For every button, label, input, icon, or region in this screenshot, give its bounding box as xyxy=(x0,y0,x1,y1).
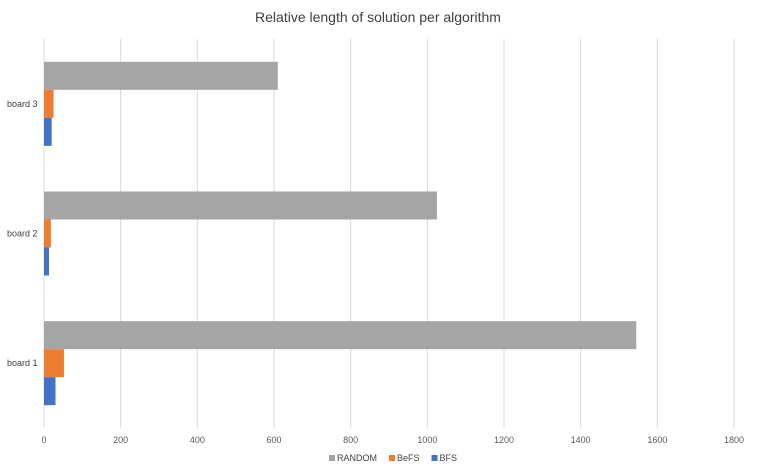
x-tick-label: 400 xyxy=(190,435,205,445)
bar-befs-board-2 xyxy=(44,219,51,248)
x-tick-label: 1000 xyxy=(417,435,437,445)
legend-swatch-bfs xyxy=(431,455,438,461)
bar-befs-board-1 xyxy=(44,349,64,378)
bar-befs-board-3 xyxy=(44,89,54,118)
x-tick-label: 600 xyxy=(266,435,281,445)
x-tick-label: 200 xyxy=(113,435,128,445)
bar-random-board-1 xyxy=(44,321,637,350)
legend-label-befs: BeFS xyxy=(397,453,420,463)
category-labels: board 3 board 2 board 1 xyxy=(7,99,38,368)
x-tick-label: 1200 xyxy=(494,435,514,445)
category-label: board 2 xyxy=(7,229,38,239)
chart-title: Relative length of solution per algorith… xyxy=(255,9,501,25)
bar-bfs-board-3 xyxy=(44,117,52,146)
x-tick-label: 1400 xyxy=(571,435,591,445)
legend-label-random: RANDOM xyxy=(337,453,377,463)
x-tick-label: 0 xyxy=(41,435,46,445)
bar-random-board-2 xyxy=(44,191,437,220)
bar-bfs-board-2 xyxy=(44,247,49,276)
bar-bfs-board-1 xyxy=(44,377,56,406)
bars xyxy=(44,61,637,406)
legend: RANDOM BeFS BFS xyxy=(329,453,457,463)
bar-random-board-3 xyxy=(44,61,278,90)
x-tick-labels: 0 200 400 600 800 1000 1200 1400 1600 1800 xyxy=(41,435,744,445)
legend-swatch-random xyxy=(329,455,335,461)
legend-label-bfs: BFS xyxy=(440,453,458,463)
legend-swatch-befs xyxy=(389,455,395,461)
category-label: board 3 xyxy=(7,99,38,109)
x-tick-label: 1800 xyxy=(724,435,744,445)
x-tick-label: 1600 xyxy=(647,435,667,445)
x-tick-label: 800 xyxy=(343,435,358,445)
gridlines xyxy=(43,39,735,428)
category-label: board 1 xyxy=(7,358,38,368)
